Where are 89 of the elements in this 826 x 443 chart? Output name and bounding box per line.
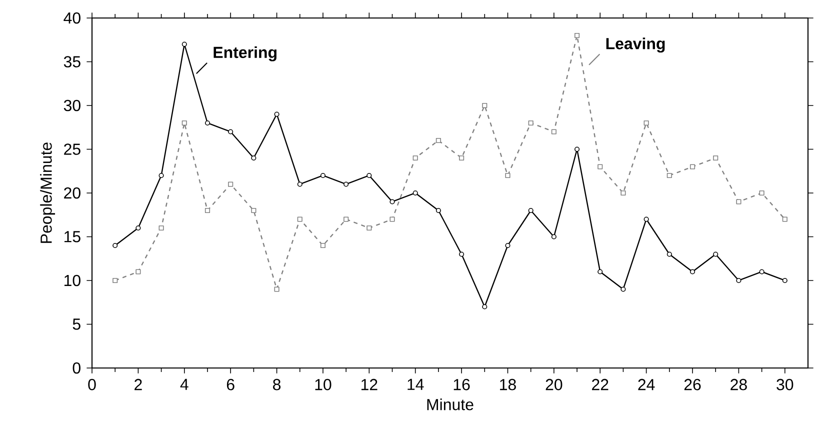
point — [690, 164, 696, 170]
point — [436, 208, 441, 214]
point — [412, 190, 418, 196]
point — [598, 269, 603, 274]
point — [112, 278, 118, 284]
point — [574, 146, 580, 152]
point — [251, 155, 256, 161]
y-tick-label: 20 — [64, 187, 80, 199]
x-tick-label: 26 — [684, 378, 701, 390]
point — [598, 164, 603, 170]
point — [620, 190, 626, 196]
x-tick-label: 24 — [638, 378, 655, 390]
x-tick-label: 6 — [226, 378, 234, 390]
point — [736, 199, 742, 204]
point — [574, 32, 580, 38]
point — [436, 138, 441, 144]
x-tick-label: 12 — [361, 378, 378, 390]
point — [366, 172, 372, 178]
y-tick-label: 35 — [64, 56, 80, 68]
point — [136, 269, 141, 274]
point — [666, 252, 672, 257]
point — [782, 278, 788, 284]
point — [666, 172, 672, 178]
x-axis-title: Minute — [427, 398, 474, 410]
series-label: Leaving — [606, 38, 665, 53]
point — [158, 225, 164, 231]
point — [551, 234, 556, 240]
y-tick-label: 10 — [64, 274, 80, 286]
y-tick-label: 30 — [64, 100, 80, 112]
point — [505, 172, 510, 178]
point — [736, 278, 742, 284]
y-tick-label: 25 — [64, 144, 80, 155]
point — [344, 216, 349, 222]
point — [274, 112, 280, 117]
series-label: Entering — [214, 46, 276, 62]
x-tick-label: 16 — [454, 378, 470, 390]
point — [136, 225, 141, 231]
y-tick-label: 40 — [64, 12, 80, 24]
x-tick-label: 22 — [592, 378, 608, 390]
point — [204, 208, 210, 214]
point — [204, 120, 210, 126]
point — [528, 120, 534, 126]
x-tick-label: 2 — [134, 378, 142, 390]
y-axis-title: People/Minute — [40, 142, 56, 243]
point — [644, 120, 649, 126]
point — [390, 216, 395, 222]
x-tick-label: 8 — [273, 378, 281, 390]
x-tick-label: 14 — [408, 378, 424, 390]
x-tick-label: 20 — [546, 378, 562, 390]
x-tick-label: 18 — [500, 378, 516, 390]
point — [551, 129, 556, 134]
point — [620, 286, 626, 292]
point — [344, 182, 349, 187]
point — [644, 216, 649, 222]
x-tick-label: 30 — [776, 378, 794, 390]
point — [228, 129, 234, 134]
point — [274, 286, 280, 292]
point — [482, 304, 488, 310]
point — [390, 199, 395, 204]
point — [297, 182, 302, 187]
point — [459, 155, 464, 161]
point — [320, 172, 326, 178]
x-tick-label: 0 — [88, 378, 96, 390]
point — [112, 242, 118, 248]
point — [228, 182, 234, 187]
point — [412, 155, 418, 161]
point — [482, 102, 488, 108]
point — [366, 225, 372, 231]
point — [759, 269, 764, 274]
point — [713, 252, 718, 257]
point — [690, 269, 696, 274]
point — [251, 208, 256, 214]
point — [320, 242, 326, 248]
point — [528, 208, 534, 214]
y-tick-label: 0 — [72, 362, 80, 374]
x-tick-label: 28 — [730, 378, 747, 390]
point — [182, 42, 187, 47]
point — [759, 190, 764, 196]
point — [297, 216, 302, 222]
point — [182, 120, 187, 126]
point — [782, 216, 788, 222]
point — [158, 172, 164, 178]
y-tick-label: 15 — [64, 231, 80, 242]
x-tick-label: 4 — [180, 378, 188, 390]
point — [713, 155, 718, 161]
x-tick-label: 10 — [315, 378, 332, 390]
y-tick-label: 5 — [72, 318, 80, 330]
point — [505, 242, 510, 248]
point — [459, 252, 464, 257]
